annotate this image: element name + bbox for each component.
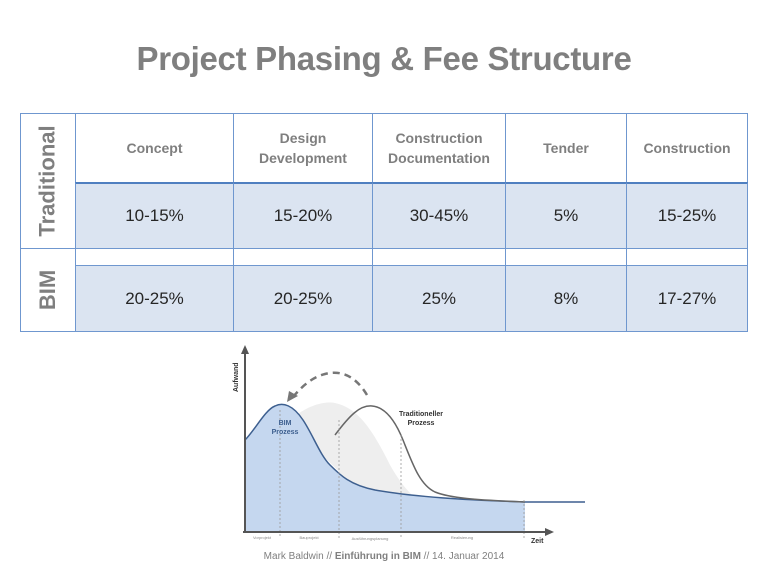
effort-curve-diagram: Aufwand Zeit BIM Prozess Traditioneller … [233,345,585,545]
spacer-cell [75,248,234,266]
slide-title: Project Phasing & Fee Structure [136,40,632,77]
phase-label: Ausführungsplanung [352,536,389,541]
shift-arrow [292,371,369,398]
header-tender: Tender [505,113,627,183]
traditional-process-curve [334,405,526,503]
spacer-cell [505,248,627,266]
header-construction: Construction [626,113,748,183]
y-axis-label: Aufwand [233,362,240,392]
traditional-process-area [262,402,525,520]
phase-label: Realisierung [451,535,473,540]
bim-process-curve [244,403,585,503]
spacer-cell [626,248,748,266]
bim-label-line1: BIM [279,420,292,427]
bim-construction-documentation-fee: 25% [372,265,506,332]
spacer-cell [372,248,506,266]
footer-date: // 14. Januar 2014 [420,551,505,562]
phase-label: Vorprojekt [253,535,272,540]
bim-tender-fee: 8% [505,265,627,332]
row-label-traditional: Traditional [20,113,76,249]
trad-label-line1: Traditioneller [399,411,443,418]
traditional-design-development-fee: 15-20% [233,182,373,249]
bim-design-development-fee: 20-25% [233,265,373,332]
phase-label: Bauprojekt [299,535,319,540]
footer-course: Einführung in BIM [334,551,421,562]
row-label-bim: BIM [20,248,76,332]
traditional-construction-documentation-fee: 30-45% [372,182,506,249]
traditional-construction-fee: 15-25% [626,182,748,249]
y-axis-arrow-icon [241,345,249,354]
traditional-tender-fee: 5% [505,182,627,249]
traditional-concept-fee: 10-15% [75,182,234,249]
bim-label-line2: Prozess [272,429,299,436]
bim-process-area [245,404,525,532]
footer-author: Mark Baldwin // [263,551,335,562]
slide-footer: Mark Baldwin // Einführung in BIM // 14.… [0,551,768,562]
fee-structure-table: Traditional BIM Concept Design Developmen… [20,113,748,332]
x-axis-label: Zeit [531,538,544,545]
header-concept: Concept [75,113,234,183]
trad-label-line2: Prozess [408,420,435,427]
header-construction-documentation: Construction Documentation [372,113,506,183]
bim-construction-fee: 17-27% [626,265,748,332]
bim-concept-fee: 20-25% [75,265,234,332]
x-axis-arrow-icon [545,528,554,536]
spacer-cell [233,248,373,266]
arrow-head-icon [287,391,298,402]
header-design-development: Design Development [233,113,373,183]
